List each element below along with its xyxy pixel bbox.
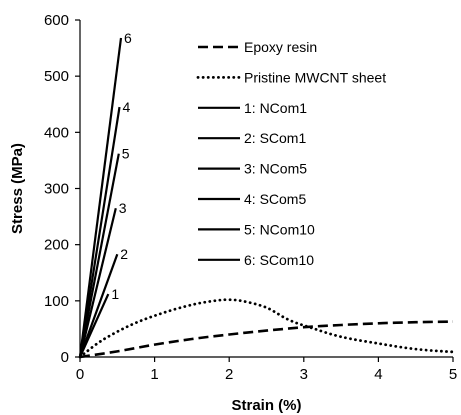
series-line-6 [78,106,121,358]
series-line-4 [78,253,119,358]
series-line-2 [78,298,455,359]
series-end-label: 5 [122,146,130,162]
y-tick-label: 100 [44,293,69,310]
series-layer: 1 2 3 4 5 6 [78,30,455,359]
series-line-5 [78,207,117,358]
legend-entry-label: 2: SCom1 [244,130,306,146]
series-end-label: 1 [111,286,119,302]
legend-entry-label: 5: NCom10 [244,221,315,237]
legend-entry-label: 3: NCom5 [244,161,307,177]
legend-entry-label: 1: NCom1 [244,100,307,116]
x-tick-label: 5 [449,366,457,383]
y-tick-label: 600 [44,12,69,29]
legend: Epoxy resin Pristine MWCNT sheet 1: NCom1 2… [196,39,386,268]
series-line-7 [78,153,120,358]
series-end-label: 4 [123,99,131,115]
legend-entry-label: 6: SCom10 [244,252,314,268]
y-tick-label: 400 [44,124,69,141]
y-tick-label: 200 [44,237,69,254]
axes: 0 100 200 300 400 500 600 0 1 2 3 4 5 [44,12,457,383]
legend-entry-label: Epoxy resin [244,39,317,55]
x-tick-label: 0 [76,366,84,383]
x-tick-label: 1 [150,366,158,383]
series-line-8 [78,37,123,358]
y-tick-label: 500 [44,68,69,85]
series-end-label: 6 [124,30,132,46]
x-tick-label: 4 [374,366,382,383]
y-axis-title: Stress (MPa) [9,143,26,234]
y-tick-label: 0 [61,349,69,366]
x-tick-label: 2 [225,366,233,383]
legend-entry-label: Pristine MWCNT sheet [244,69,386,85]
y-tick-label: 300 [44,181,69,198]
series-end-label: 2 [120,246,128,262]
series-line-1 [79,320,454,359]
x-axis-title: Strain (%) [231,397,301,414]
legend-entry-label: 4: SCom5 [244,191,306,207]
series-end-label: 3 [119,200,127,216]
x-tick-label: 3 [300,366,308,383]
